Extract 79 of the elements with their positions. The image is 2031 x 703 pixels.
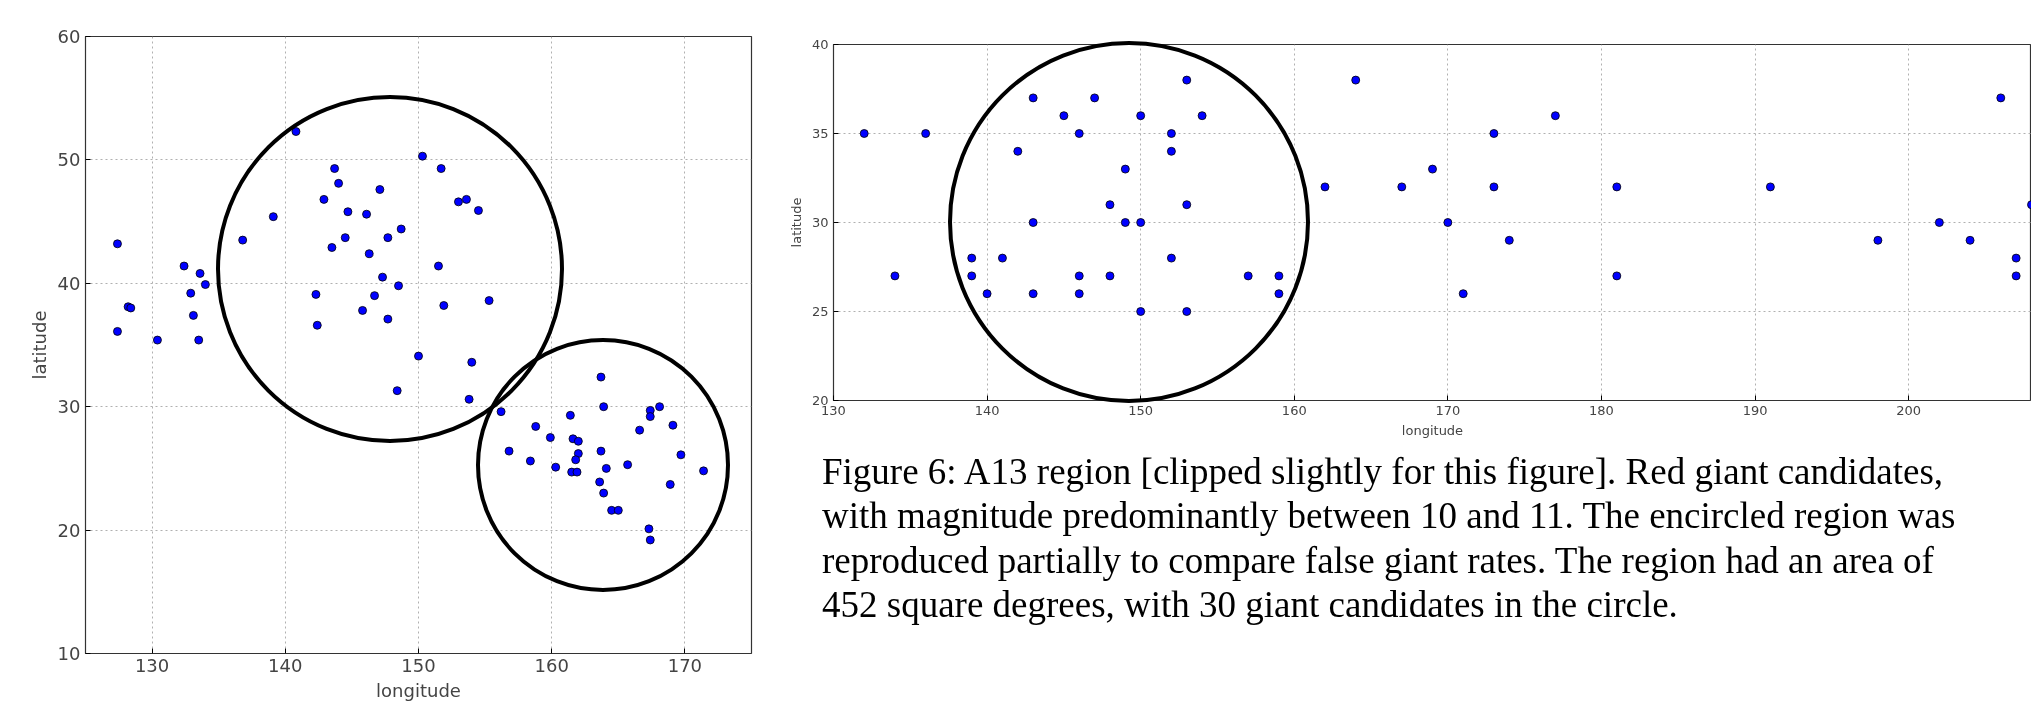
y-tick-label: 35 <box>811 126 829 141</box>
point <box>1182 307 1192 316</box>
x-tick-label: 180 <box>1589 402 1614 418</box>
y-tick-label: 40 <box>57 272 81 294</box>
point <box>1120 164 1130 174</box>
y-tick-label: 50 <box>57 149 81 171</box>
point <box>1120 218 1130 227</box>
point <box>1028 289 1038 299</box>
y-tick-label: 25 <box>811 304 829 319</box>
x-tick-label: 140 <box>268 654 303 676</box>
point <box>1934 218 1944 227</box>
point <box>1167 253 1176 263</box>
x-tick-label: 150 <box>401 654 436 676</box>
point <box>1105 271 1115 281</box>
x-tick-label: 200 <box>1896 402 1922 418</box>
x-tick-label: 170 <box>1435 402 1461 418</box>
point <box>1274 289 1284 299</box>
caption: Figure 6: A13 region [clipped slightly for this figure]. Red giant candidates, with magnitude predominantly between 10 and 11. The encircled region was reproduced partially to compare false giant rates. The region had an area of 452 square degrees, with 30 giant candidates in the circle. <box>822 450 1957 628</box>
x-tick-label: 190 <box>1742 402 1768 418</box>
point <box>1397 182 1407 192</box>
point <box>1504 235 1514 245</box>
point <box>1167 146 1176 156</box>
point <box>1965 235 1975 245</box>
point <box>1182 75 1192 85</box>
point <box>1428 164 1437 174</box>
x-tick-label: 150 <box>1128 402 1154 418</box>
point <box>967 253 977 263</box>
point <box>1550 111 1560 121</box>
y-tick-label: 30 <box>811 215 829 230</box>
point <box>1074 289 1084 299</box>
point <box>1996 93 2006 103</box>
x-axis-title: longitude <box>376 679 461 701</box>
point <box>1028 218 1038 227</box>
point <box>1028 93 1038 103</box>
y-tick-label: 40 <box>811 37 829 52</box>
point <box>1136 307 1146 316</box>
x-tick-label: 170 <box>667 654 703 676</box>
point <box>1059 111 1069 121</box>
point <box>1320 182 1330 192</box>
y-tick-label: 10 <box>57 643 81 664</box>
point <box>967 271 977 281</box>
point <box>1243 271 1253 281</box>
x-tick-label: 160 <box>1281 402 1307 418</box>
y-tick-label: 30 <box>57 396 81 418</box>
point <box>1489 182 1499 192</box>
point <box>1013 146 1023 156</box>
point <box>921 129 931 138</box>
point <box>1443 218 1453 227</box>
point <box>1197 111 1207 121</box>
point <box>1489 129 1499 138</box>
point <box>1182 200 1192 210</box>
point <box>1458 289 1468 299</box>
point <box>1612 182 1622 192</box>
x-tick-label: 140 <box>974 402 1000 418</box>
point <box>1766 182 1775 192</box>
point <box>1136 218 1146 227</box>
point <box>1274 271 1284 281</box>
x-axis-title: longitude <box>1401 422 1464 438</box>
y-tick-label: 60 <box>57 26 81 47</box>
point <box>859 129 869 138</box>
x-tick-label: 130 <box>134 654 170 676</box>
y-axis-title: latitude <box>28 310 50 380</box>
point <box>890 271 900 281</box>
point <box>1074 129 1084 138</box>
point <box>2011 271 2021 281</box>
point <box>1136 111 1146 121</box>
point <box>1105 200 1115 210</box>
y-tick-label: 20 <box>57 519 81 541</box>
point <box>1873 235 1883 245</box>
point <box>1351 75 1361 85</box>
y-axis-title: latitude <box>788 197 804 248</box>
point <box>1167 129 1176 138</box>
point <box>998 253 1007 263</box>
x-tick-label: 160 <box>534 654 569 676</box>
point <box>1074 271 1084 281</box>
point <box>982 289 992 299</box>
point <box>1612 271 1622 281</box>
point <box>1090 93 1099 103</box>
point <box>2011 253 2021 263</box>
